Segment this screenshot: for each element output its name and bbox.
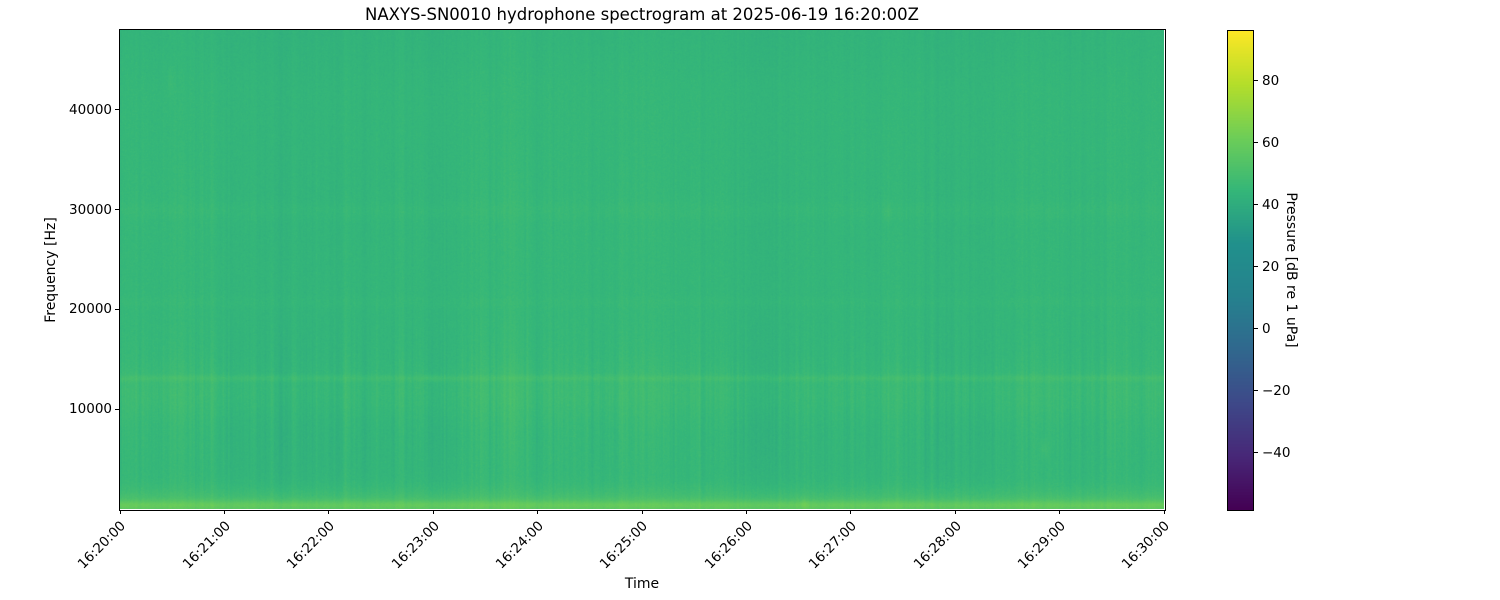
colorbar-tick-mark (1254, 452, 1258, 454)
x-tick-mark (954, 510, 956, 514)
x-tick-label: 16:23:00 (388, 518, 443, 573)
y-tick-label: 30000 (69, 201, 112, 218)
x-tick-label: 16:29:00 (1014, 518, 1069, 573)
x-tick-mark (537, 510, 539, 514)
y-tick-mark (115, 408, 119, 410)
colorbar-label: Pressure [dB re 1 uPa] (1283, 192, 1299, 348)
x-tick-mark (328, 510, 330, 514)
x-tick-label: 16:25:00 (597, 518, 652, 573)
x-tick-label: 16:24:00 (492, 518, 547, 573)
x-tick-label: 16:21:00 (179, 518, 234, 573)
x-tick-label: 16:28:00 (910, 518, 965, 573)
colorbar-tick-label: −20 (1262, 382, 1291, 399)
x-tick-mark (1163, 510, 1165, 514)
spectrogram-heatmap (120, 30, 1164, 509)
x-tick-mark (641, 510, 643, 514)
y-tick-label: 20000 (69, 301, 112, 318)
x-tick-label: 16:20:00 (75, 518, 130, 573)
colorbar-tick-label: 0 (1262, 320, 1271, 337)
colorbar-tick-mark (1254, 142, 1258, 144)
colorbar-tick-mark (1254, 204, 1258, 206)
x-tick-label: 16:26:00 (701, 518, 756, 573)
x-tick-label: 16:22:00 (283, 518, 339, 573)
colorbar-tick-mark (1254, 80, 1258, 82)
x-tick-label: 16:30:00 (1119, 518, 1174, 573)
y-tick-label: 10000 (69, 401, 112, 418)
colorbar-tick-label: 80 (1262, 72, 1280, 89)
y-tick-mark (115, 109, 119, 111)
x-tick-mark (223, 510, 225, 514)
colorbar-tick-label: 40 (1262, 196, 1280, 213)
chart-title: NAXYS-SN0010 hydrophone spectrogram at 2… (365, 5, 919, 24)
x-axis-label: Time (624, 576, 660, 592)
x-tick-mark (119, 510, 121, 514)
colorbar-tick-mark (1254, 266, 1258, 268)
y-tick-mark (115, 209, 119, 211)
colorbar-tick-label: 20 (1262, 258, 1280, 275)
colorbar-tick-label: 60 (1262, 134, 1280, 151)
x-tick-label: 16:27:00 (805, 518, 861, 573)
x-tick-mark (1059, 510, 1061, 514)
colorbar (1228, 31, 1253, 510)
y-tick-mark (115, 308, 119, 310)
x-tick-mark (745, 510, 747, 514)
x-tick-mark (850, 510, 852, 514)
colorbar-tick-label: −40 (1262, 444, 1291, 461)
colorbar-tick-mark (1254, 390, 1258, 392)
x-tick-mark (432, 510, 434, 514)
colorbar-tick-mark (1254, 328, 1258, 330)
y-tick-label: 40000 (69, 101, 112, 118)
